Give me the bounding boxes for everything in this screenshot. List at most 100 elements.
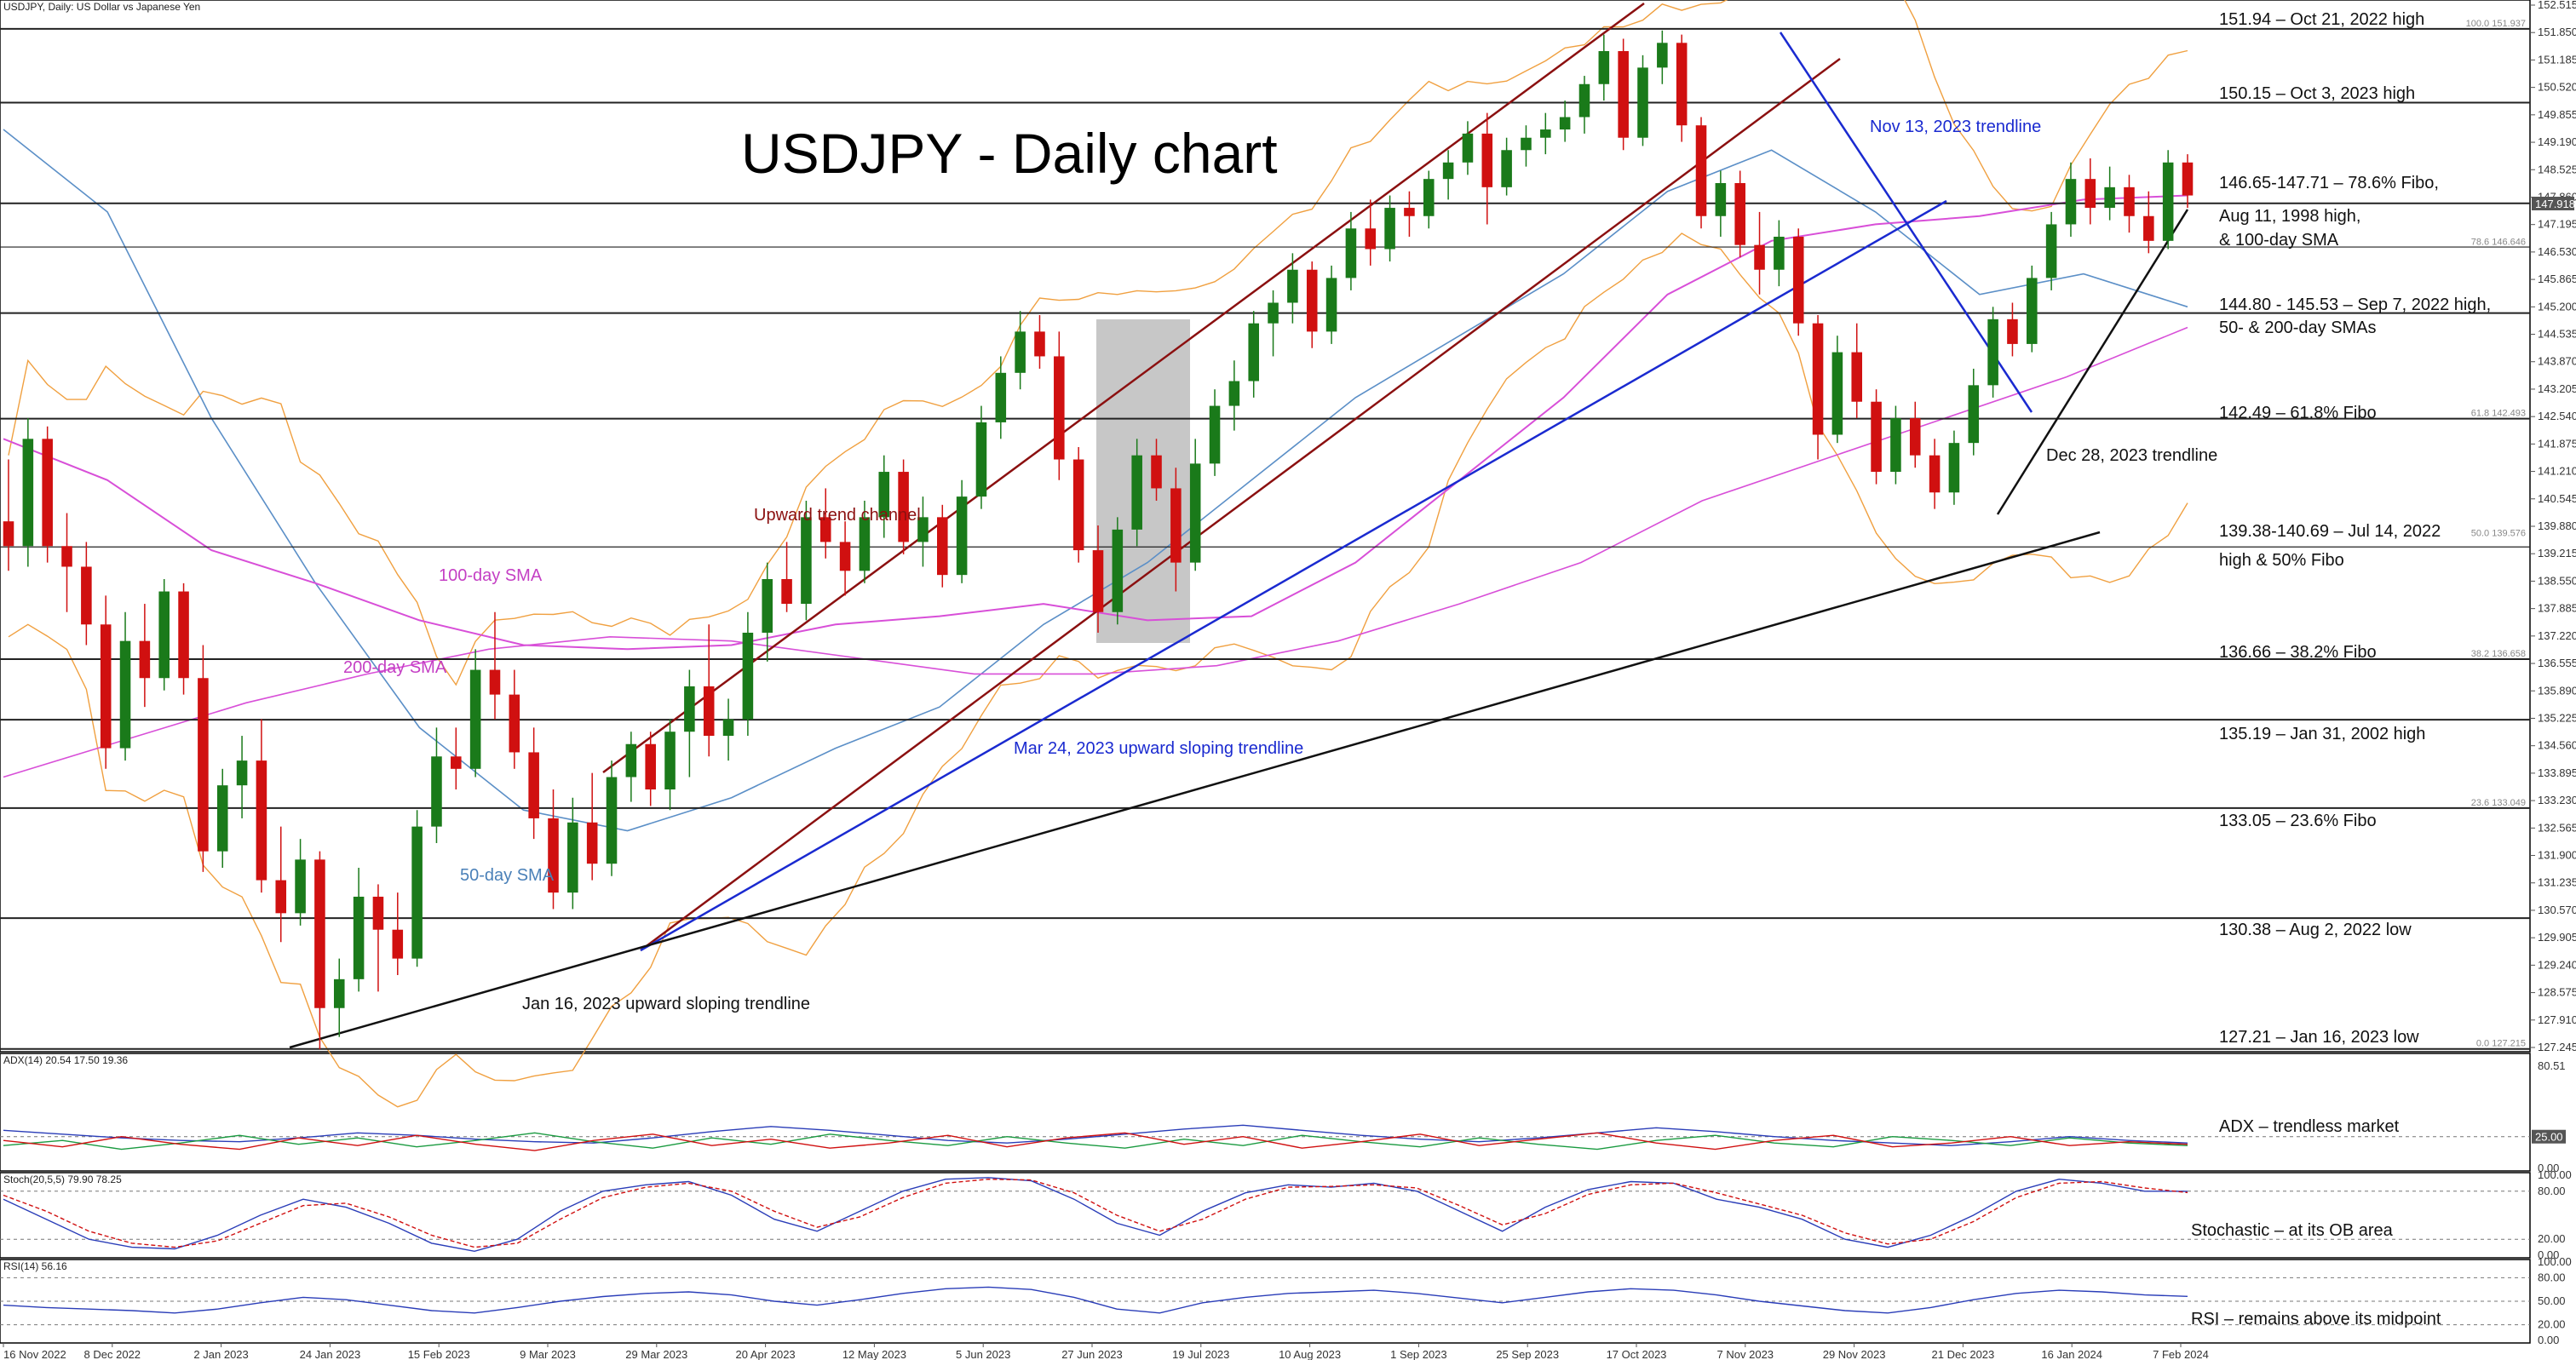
jan16-trendline <box>289 531 2101 1049</box>
dec28-trendline <box>1996 209 2189 515</box>
candle-body <box>645 743 656 790</box>
annotation-150-15: 150.15 – Oct 3, 2023 high <box>2219 84 2415 103</box>
candle-body <box>2045 224 2057 278</box>
indicator-line-d <box>3 1178 2188 1248</box>
candle-body <box>1501 150 1512 187</box>
candle-body <box>956 496 968 576</box>
date-tick-label: 19 Jul 2023 <box>1172 1348 1229 1360</box>
bollinger-lower-line <box>8 232 2188 1108</box>
indicator-line-adx <box>3 1124 2188 1146</box>
candle-body <box>1131 455 1142 530</box>
label-jan16-trendline: Jan 16, 2023 upward sloping trendline <box>522 995 810 1013</box>
candle-body <box>1306 269 1318 332</box>
annotation-136-66: 136.66 – 38.2% Fibo <box>2219 643 2377 662</box>
price-tick-label: 149.190 <box>2538 135 2576 148</box>
annotation-144-80: 144.80 - 145.53 – Sep 7, 2022 high, <box>2219 296 2491 314</box>
candle-body <box>1189 463 1201 563</box>
candle-body <box>917 517 929 542</box>
candle-body <box>431 756 442 827</box>
candle-body <box>528 752 539 818</box>
bollinger-upper-line <box>8 0 2188 686</box>
date-tick-label: 8 Dec 2022 <box>84 1348 141 1360</box>
fibo-tags: 100.0 151.937 78.6 146.646 61.8 142.493 50.… <box>2466 19 2526 1048</box>
candle-body <box>81 566 92 625</box>
fibo-tag: 61.8 142.493 <box>2471 408 2526 418</box>
stoch-panel-frame <box>0 1172 2531 1259</box>
adx-panel: ADX(14) 20.54 17.50 19.36 ADX – trendles… <box>0 1054 2566 1174</box>
price-tick-label: 150.520 <box>2538 81 2576 94</box>
candle-body <box>1715 183 1727 216</box>
candle-body <box>1851 352 1863 402</box>
price-tick-label: 129.240 <box>2538 958 2576 971</box>
fibo-tag: 50.0 139.576 <box>2471 529 2526 539</box>
label-100day-sma: 100-day SMA <box>439 566 543 585</box>
mar24-trendline <box>640 199 1947 952</box>
candle-body <box>42 439 53 547</box>
candle-body <box>567 822 578 893</box>
indicator-tick-label: 50.00 <box>2538 1294 2566 1307</box>
fibo-tag: 38.2 136.658 <box>2471 649 2526 659</box>
candle-body <box>606 777 618 864</box>
candle-body <box>1170 488 1182 563</box>
candle-body <box>411 826 423 959</box>
fibo-tag: 23.6 133.049 <box>2471 798 2526 808</box>
candle-body <box>1578 83 1590 118</box>
adx-panel-frame <box>0 1053 2531 1172</box>
price-tick-label: 151.850 <box>2538 26 2576 38</box>
candle-body <box>859 517 871 571</box>
price-tick-label: 138.550 <box>2538 574 2576 587</box>
indicator-tick-label: 0.00 <box>2538 1162 2559 1174</box>
price-tick-label: 127.245 <box>2538 1041 2576 1053</box>
stoch-title: Stoch(20,5,5) 79.90 78.25 <box>3 1174 122 1185</box>
candle-body <box>1228 381 1240 406</box>
annotation-100day: & 100-day SMA <box>2219 231 2339 250</box>
price-tick-label: 128.575 <box>2538 986 2576 999</box>
date-tick-label: 12 May 2023 <box>842 1348 906 1360</box>
candle-body <box>878 472 890 518</box>
stoch-annotation: Stochastic – at its OB area <box>2191 1221 2394 1240</box>
price-tick-label: 135.225 <box>2538 711 2576 724</box>
candle-body <box>100 624 112 749</box>
candle-body <box>995 372 1007 422</box>
candle-body <box>1618 51 1629 138</box>
price-tick-label: 137.220 <box>2538 629 2576 642</box>
annotation-151-94: 151.94 – Oct 21, 2022 high <box>2219 10 2424 29</box>
candle-body <box>819 517 831 542</box>
candle-body <box>898 472 909 542</box>
annotations: 151.94 – Oct 21, 2022 high 150.15 – Oct … <box>343 10 2491 1047</box>
candle-body <box>1384 208 1395 250</box>
indicator-tick-label: 80.00 <box>2538 1185 2566 1197</box>
candlesticks <box>3 30 2194 1050</box>
candle-body <box>1034 331 1045 357</box>
candle-body <box>216 785 228 852</box>
candle-body <box>372 896 384 930</box>
date-tick-label: 16 Nov 2022 <box>3 1348 66 1360</box>
candle-body <box>2182 162 2194 196</box>
label-dec28-trendline: Dec 28, 2023 trendline <box>2046 446 2217 465</box>
price-tick-label: 145.865 <box>2538 273 2576 285</box>
date-tick-label: 7 Feb 2024 <box>2153 1348 2209 1360</box>
indicator-tick-label: 20.00 <box>2538 1232 2566 1245</box>
candle-body <box>61 546 72 567</box>
candle-body <box>1929 455 1941 493</box>
rsi-panel: RSI(14) 56.16 RSI – remains above its mi… <box>0 1255 2572 1346</box>
rsi-panel-frame <box>0 1259 2531 1344</box>
indicator-line-rsi <box>3 1286 2188 1314</box>
price-tick-label: 135.890 <box>2538 684 2576 697</box>
label-mar24-trendline: Mar 24, 2023 upward sloping trendline <box>1014 739 1303 758</box>
indicator-tick-label: 20.00 <box>2538 1318 2566 1331</box>
sma-lines <box>3 129 2188 832</box>
date-tick-label: 29 Nov 2023 <box>1823 1348 1886 1360</box>
candle-body <box>1404 208 1415 216</box>
annotation-127-21: 127.21 – Jan 16, 2023 low <box>2219 1028 2419 1047</box>
candle-body <box>2104 186 2115 209</box>
candle-body <box>1209 405 1221 464</box>
price-tick-label: 151.185 <box>2538 53 2576 66</box>
candle-body <box>3 521 14 547</box>
candle-body <box>509 694 520 753</box>
candle-body <box>2084 179 2096 209</box>
candle-body <box>2162 162 2174 241</box>
price-tick-label: 133.230 <box>2538 794 2576 806</box>
label-50day-sma: 50-day SMA <box>460 866 555 885</box>
price-axis: 152.515 151.850 151.185 150.520 149.855 149.1… <box>2530 0 2576 1053</box>
